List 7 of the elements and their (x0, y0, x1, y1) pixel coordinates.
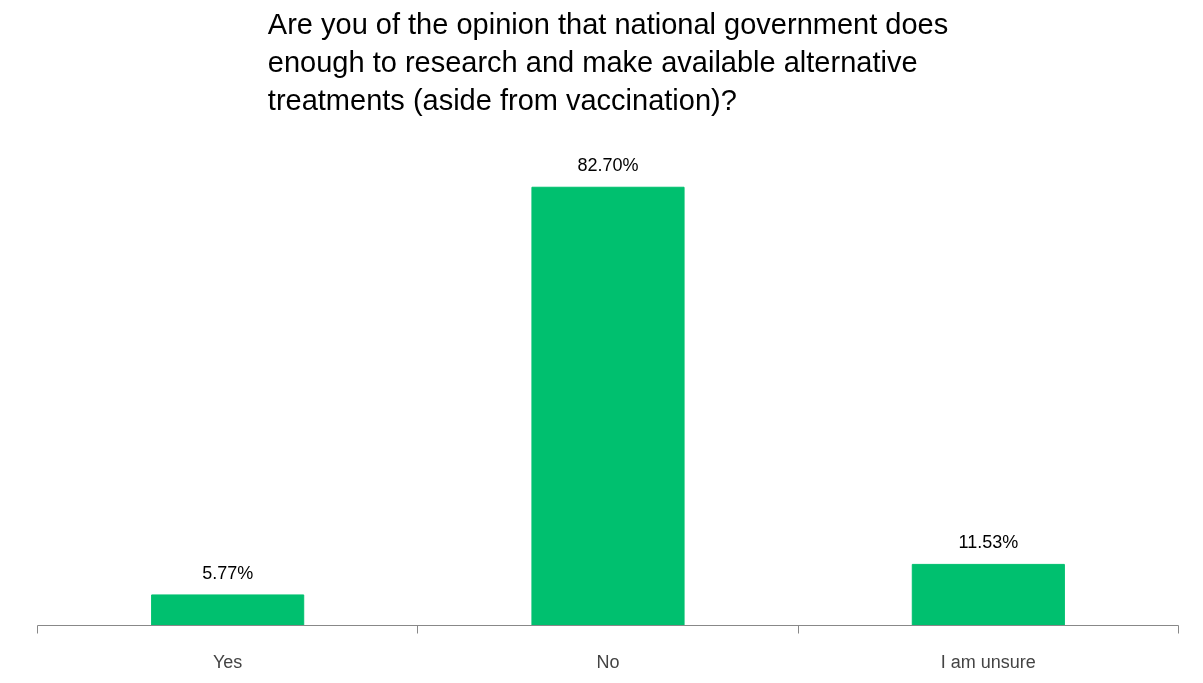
chart-title: Are you of the opinion that national government does enough to research and make available alternative treatments (aside from vaccination)? (267, 7, 949, 117)
data-label: 82.70% (577, 155, 639, 176)
x-tick-label: I am unsure (940, 651, 1036, 672)
data-label: 5.77% (202, 562, 254, 583)
x-tick-label: Yes (212, 651, 243, 672)
data-label: 11.53% (958, 532, 1019, 553)
x-tick-label: No (596, 651, 620, 672)
